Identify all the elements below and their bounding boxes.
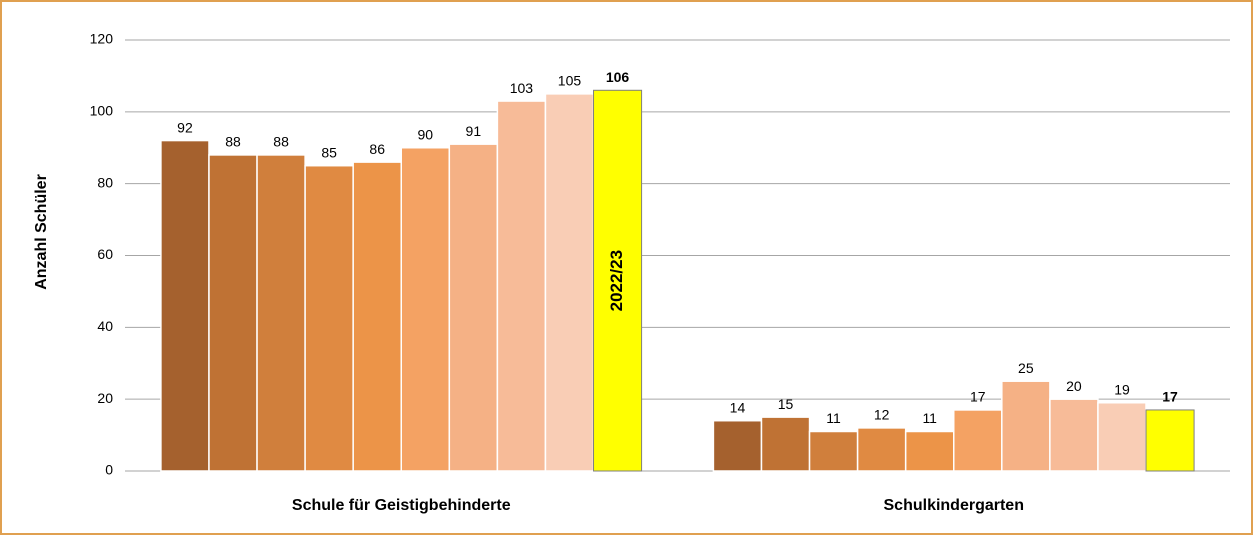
data-label: 85 <box>321 144 337 160</box>
bar <box>808 430 859 472</box>
y-tick-label: 0 <box>105 462 113 478</box>
data-label: 88 <box>225 134 241 150</box>
bar <box>496 100 547 472</box>
bar <box>1049 398 1099 472</box>
bar <box>1145 409 1195 472</box>
bar <box>544 93 595 472</box>
data-label: 86 <box>369 141 385 157</box>
bar <box>160 139 210 472</box>
x-tick-label: Schulkindergarten <box>884 497 1024 514</box>
bar <box>760 416 811 472</box>
y-tick-label: 40 <box>97 318 113 334</box>
bar <box>304 164 354 472</box>
bar <box>593 89 643 472</box>
data-label: 105 <box>558 73 582 89</box>
data-label: 91 <box>466 123 482 139</box>
y-tick-label: 20 <box>97 390 113 406</box>
y-axis-title: Anzahl Schüler <box>33 174 50 290</box>
data-label: 92 <box>177 119 193 135</box>
data-label: 12 <box>874 407 890 423</box>
bar <box>208 154 258 472</box>
y-tick-label: 120 <box>90 31 114 47</box>
data-label: 14 <box>730 399 746 415</box>
bar <box>1001 380 1051 472</box>
bar <box>352 161 402 472</box>
bar <box>256 154 306 472</box>
data-label: 15 <box>778 396 794 412</box>
bar <box>1097 402 1147 472</box>
x-tick-label: Schule für Geistigbehinderte <box>292 497 511 514</box>
data-label: 106 <box>606 69 630 85</box>
bar <box>712 419 763 472</box>
series-label: 2022/23 <box>607 250 626 311</box>
y-tick-label: 80 <box>97 174 113 190</box>
data-label: 17 <box>970 389 986 405</box>
y-tick-label: 100 <box>90 103 114 119</box>
y-tick-label: 60 <box>97 246 113 262</box>
bar <box>953 409 1003 472</box>
data-label: 88 <box>273 134 289 150</box>
data-label: 90 <box>417 126 433 142</box>
data-label: 20 <box>1066 378 1082 394</box>
data-label: 25 <box>1018 360 1034 376</box>
data-label: 103 <box>510 80 534 96</box>
bar <box>400 147 451 472</box>
bar <box>448 143 499 472</box>
data-label: 11 <box>826 410 841 426</box>
bar <box>856 427 907 472</box>
data-label: 17 <box>1162 389 1178 405</box>
bar <box>904 430 955 472</box>
data-label: 11 <box>922 410 937 426</box>
data-label: 19 <box>1114 381 1130 397</box>
